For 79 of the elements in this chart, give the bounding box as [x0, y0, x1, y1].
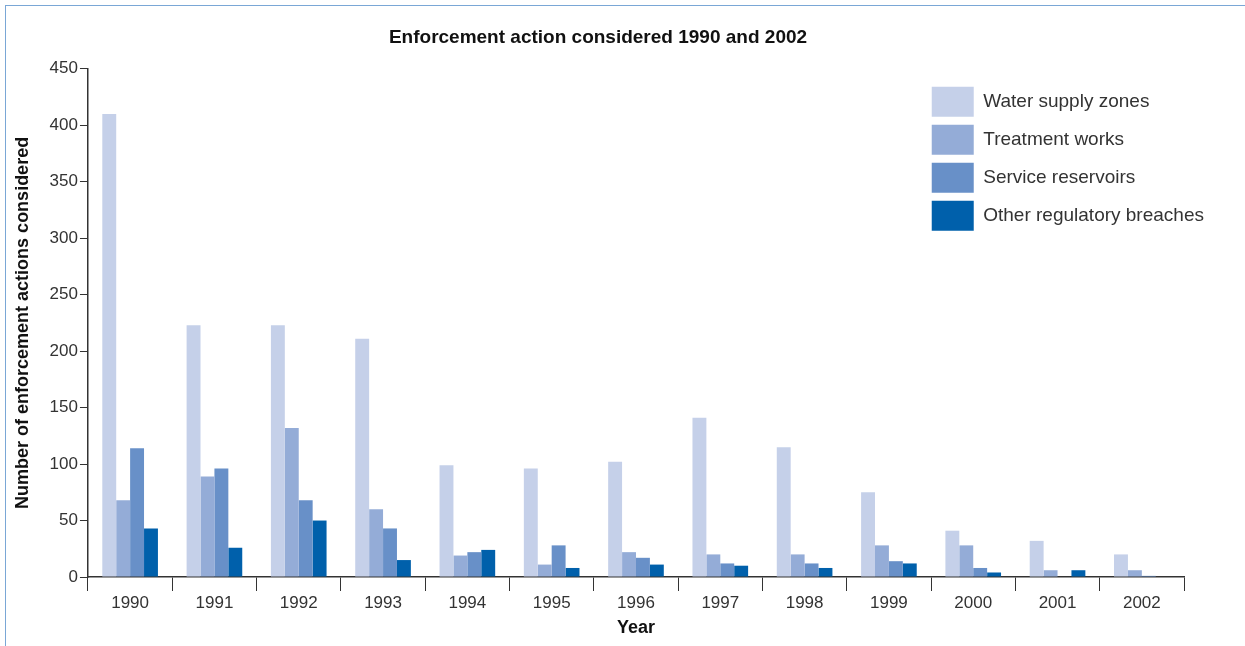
bar [861, 492, 875, 577]
x-tick-label: 1991 [195, 592, 234, 612]
bar [102, 113, 117, 577]
bar [818, 567, 833, 577]
bar [200, 476, 215, 577]
bar [383, 528, 397, 577]
y-tick-label: 450 [49, 58, 78, 78]
bar [649, 564, 664, 577]
bar [635, 557, 650, 577]
chart-title: Enforcement action considered 1990 and 2002 [388, 25, 808, 47]
bar [1043, 570, 1058, 577]
x-tick-label: 1994 [448, 592, 487, 612]
bar [565, 567, 580, 577]
x-tick-label: 1996 [617, 592, 655, 612]
bar [186, 325, 201, 577]
bar [144, 528, 158, 577]
bar [1114, 554, 1128, 577]
legend-label: Service reservoirs [983, 166, 1136, 188]
bar [720, 563, 735, 577]
legend-label: Water supply zones [983, 90, 1150, 112]
bar [355, 338, 370, 577]
bar [945, 530, 960, 577]
bar [369, 509, 384, 577]
bar [396, 560, 411, 577]
bar [790, 554, 805, 577]
bar [902, 563, 917, 577]
bar [467, 552, 482, 577]
bar [439, 465, 454, 577]
bar [298, 500, 313, 577]
bar [284, 427, 299, 577]
legend-label: Other regulatory breaches [983, 204, 1204, 226]
bar [804, 563, 819, 577]
x-tick-label: 1992 [279, 592, 318, 612]
bar [1071, 570, 1086, 577]
bar [523, 468, 538, 577]
bar [551, 545, 566, 577]
bar [706, 554, 721, 577]
x-axis-title: Year [616, 617, 656, 638]
bar [116, 500, 131, 577]
bar [622, 552, 636, 577]
bar [734, 565, 749, 577]
x-tick-label: 1995 [532, 592, 571, 612]
bar [973, 567, 988, 577]
y-tick-label: 0 [68, 566, 78, 586]
bar [776, 447, 791, 577]
x-tick-label: 1993 [364, 592, 402, 612]
bar [875, 545, 889, 577]
legend-label: Treatment works [983, 128, 1125, 150]
x-tick-label: 1997 [701, 592, 740, 612]
x-tick-label: 1999 [870, 592, 908, 612]
y-tick-label: 150 [49, 397, 78, 417]
y-tick-label: 200 [49, 340, 78, 360]
x-tick-label: 1990 [111, 592, 150, 612]
y-tick-label: 250 [49, 284, 78, 304]
y-tick-label: 100 [49, 453, 78, 473]
x-tick-label: 1998 [785, 592, 824, 612]
bar [270, 325, 285, 577]
y-tick-label: 50 [59, 510, 78, 530]
bar [214, 468, 229, 577]
bar [692, 417, 707, 577]
y-axis-title: Number of enforcement actions considered [11, 136, 32, 509]
x-tick-label: 2002 [1122, 592, 1161, 612]
bar [1127, 570, 1142, 577]
y-tick-label: 350 [49, 171, 78, 191]
bar [312, 520, 327, 577]
bar [130, 448, 145, 577]
bar [608, 461, 623, 577]
bar [481, 549, 496, 577]
bar [959, 545, 974, 577]
x-tick-label: 2001 [1038, 592, 1077, 612]
y-tick-label: 400 [49, 114, 78, 134]
x-tick-label: 2000 [954, 592, 993, 612]
bar [537, 564, 552, 577]
bar [987, 572, 1002, 577]
y-tick-label: 300 [49, 227, 78, 247]
bar [228, 547, 243, 577]
bar [888, 561, 903, 577]
bar [1029, 540, 1044, 577]
bar [453, 555, 468, 577]
